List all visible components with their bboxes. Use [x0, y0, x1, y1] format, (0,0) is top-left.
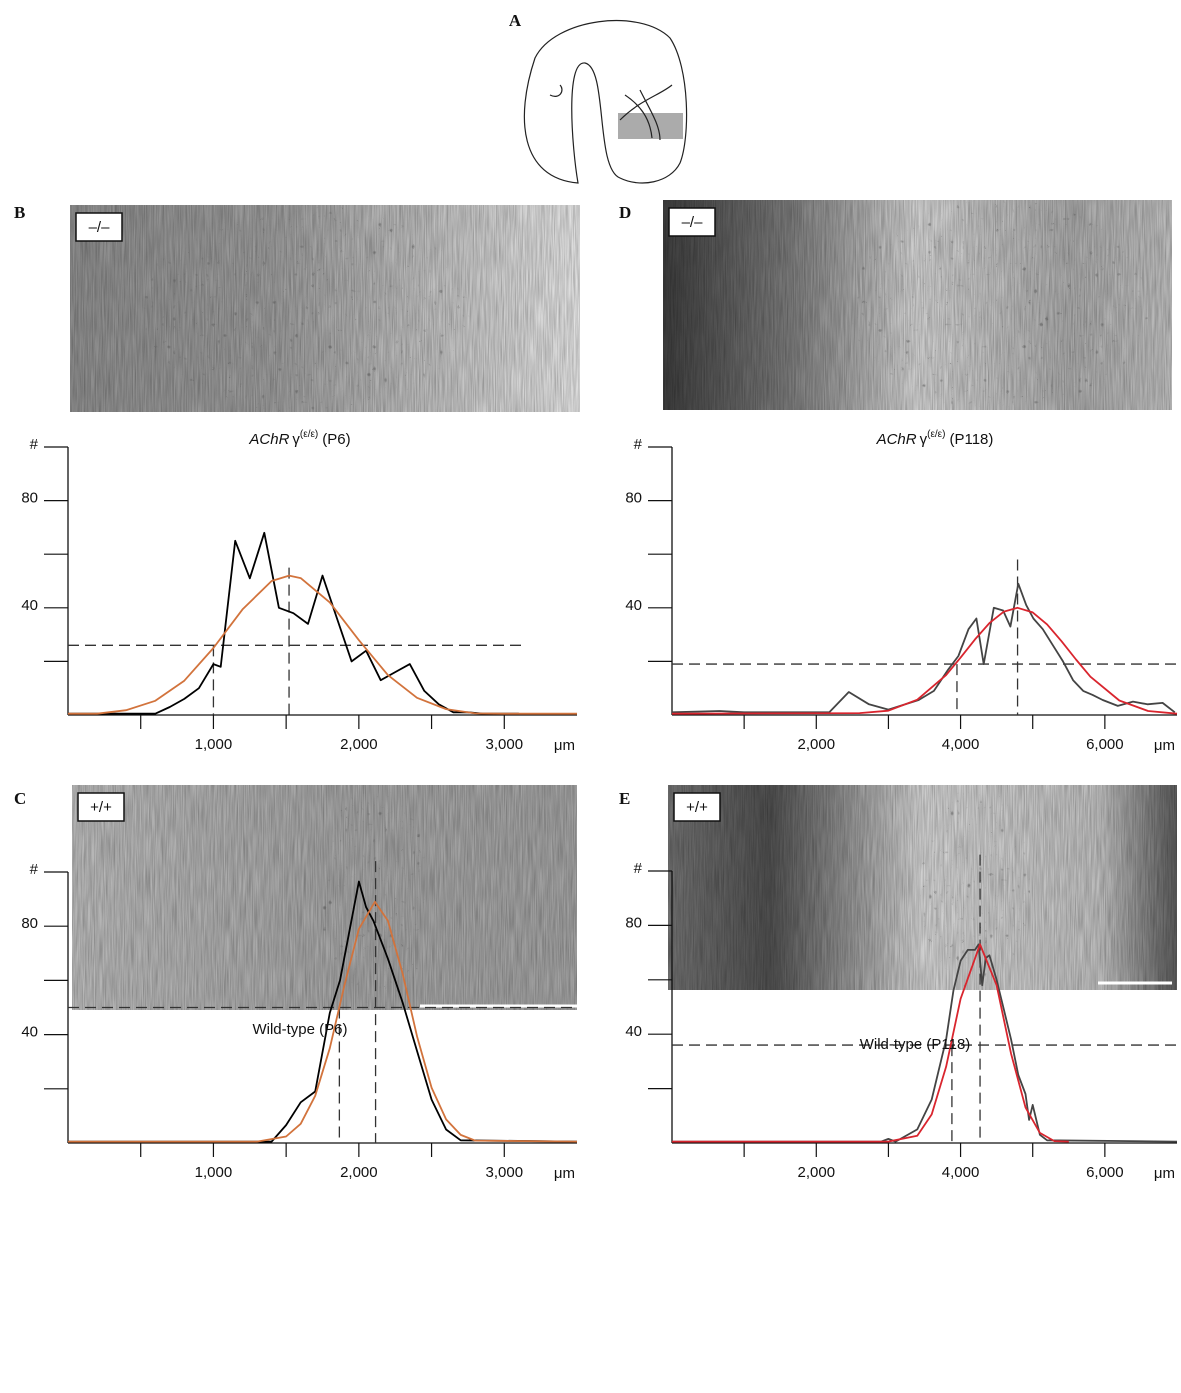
genotype-label: +/+	[90, 799, 112, 816]
plot: #80 40 1,000 2,000 3,000 μm AChR γ(ε/ε) (P6)	[21, 429, 577, 754]
plot: #80 40 2,000 4,000 6,000 μm AChR γ(ε/ε) (P118)	[625, 429, 1178, 754]
x-axis-label: μm	[1154, 737, 1175, 754]
panel-letter: E	[619, 789, 630, 808]
y-tick-label: #	[30, 436, 39, 453]
x-tick-label: 2,000	[340, 1164, 378, 1181]
x-tick-label: 2,000	[798, 1164, 836, 1181]
panel-letter: D	[619, 203, 631, 222]
genotype-label: +/+	[686, 799, 708, 816]
x-tick-label: 1,000	[195, 1164, 233, 1181]
x-tick-label: 4,000	[942, 736, 980, 753]
chart-title: Wild-type (P6)	[252, 1021, 347, 1038]
genotype-box	[673, 792, 721, 822]
title-superscript: (ε/ε)	[300, 429, 318, 440]
x-axis-label: μm	[554, 1165, 575, 1182]
title-symbol: γ	[920, 431, 928, 448]
x-tick-label: 3,000	[486, 736, 524, 753]
y-tick-label: #	[30, 861, 39, 878]
y-tick-label: 80	[625, 914, 642, 931]
genotype-box	[75, 212, 123, 242]
x-tick-label: 4,000	[942, 1164, 980, 1181]
fit-line	[68, 574, 577, 715]
x-tick-label: 1,000	[195, 736, 233, 753]
data-line	[68, 531, 519, 715]
data-line	[68, 880, 578, 1143]
micrograph: –/–	[70, 205, 580, 412]
genotype-label: –/–	[682, 214, 704, 231]
micrograph: +/+	[668, 785, 1177, 990]
micrograph: +/+	[72, 785, 577, 1010]
x-tick-label: 2,000	[340, 736, 378, 753]
title-gene: AChR	[248, 431, 289, 448]
panel-letter: C	[14, 789, 26, 808]
genotype-box	[77, 792, 125, 822]
chart-title: AChR γ(ε/ε) (P6)	[248, 429, 350, 448]
micrograph: –/–	[663, 200, 1172, 410]
plot: #80 40 2,000 4,000 6,000 μm Wild-type (P118)	[625, 854, 1178, 1182]
y-tick-label: 40	[21, 597, 38, 614]
title-stage: (P6)	[322, 431, 350, 448]
x-tick-label: 6,000	[1086, 736, 1124, 753]
y-tick-label: 80	[21, 915, 38, 932]
y-tick-label: 80	[625, 490, 642, 507]
endplate-band	[850, 200, 1150, 410]
fit-line	[671, 606, 1178, 715]
y-tick-label: 40	[625, 597, 642, 614]
data-line	[671, 582, 1176, 714]
chart-title: Wild-type (P118)	[860, 1036, 971, 1053]
y-tick-label: 80	[21, 490, 38, 507]
genotype-label: –/–	[89, 219, 111, 236]
title-gene: AChR	[876, 431, 917, 448]
title-stage: (P118)	[949, 431, 993, 448]
x-axis-label: μm	[554, 737, 575, 754]
fit-line	[68, 900, 578, 1143]
y-tick-label: #	[634, 860, 643, 877]
x-axis-label: μm	[1154, 1165, 1175, 1182]
endplate-band	[140, 205, 470, 412]
x-tick-label: 2,000	[798, 736, 836, 753]
diaphragm-diagram	[523, 20, 688, 184]
genotype-box	[668, 207, 716, 237]
panel-letter: B	[14, 203, 25, 222]
x-tick-label: 6,000	[1086, 1164, 1124, 1181]
data-line	[672, 943, 1178, 1143]
y-tick-label: 40	[21, 1024, 38, 1041]
y-tick-label: 40	[625, 1023, 642, 1040]
chart-title: AChR γ(ε/ε) (P118)	[876, 429, 994, 448]
panel-letter: A	[509, 11, 522, 30]
title-superscript: (ε/ε)	[927, 429, 945, 440]
x-tick-label: 3,000	[486, 1164, 524, 1181]
fit-line	[672, 943, 1069, 1143]
plot: #80 40 1,000 2,000 3,000 μm Wild-type (P6)	[21, 861, 578, 1182]
y-tick-label: #	[634, 436, 643, 453]
title-symbol: γ	[292, 431, 300, 448]
